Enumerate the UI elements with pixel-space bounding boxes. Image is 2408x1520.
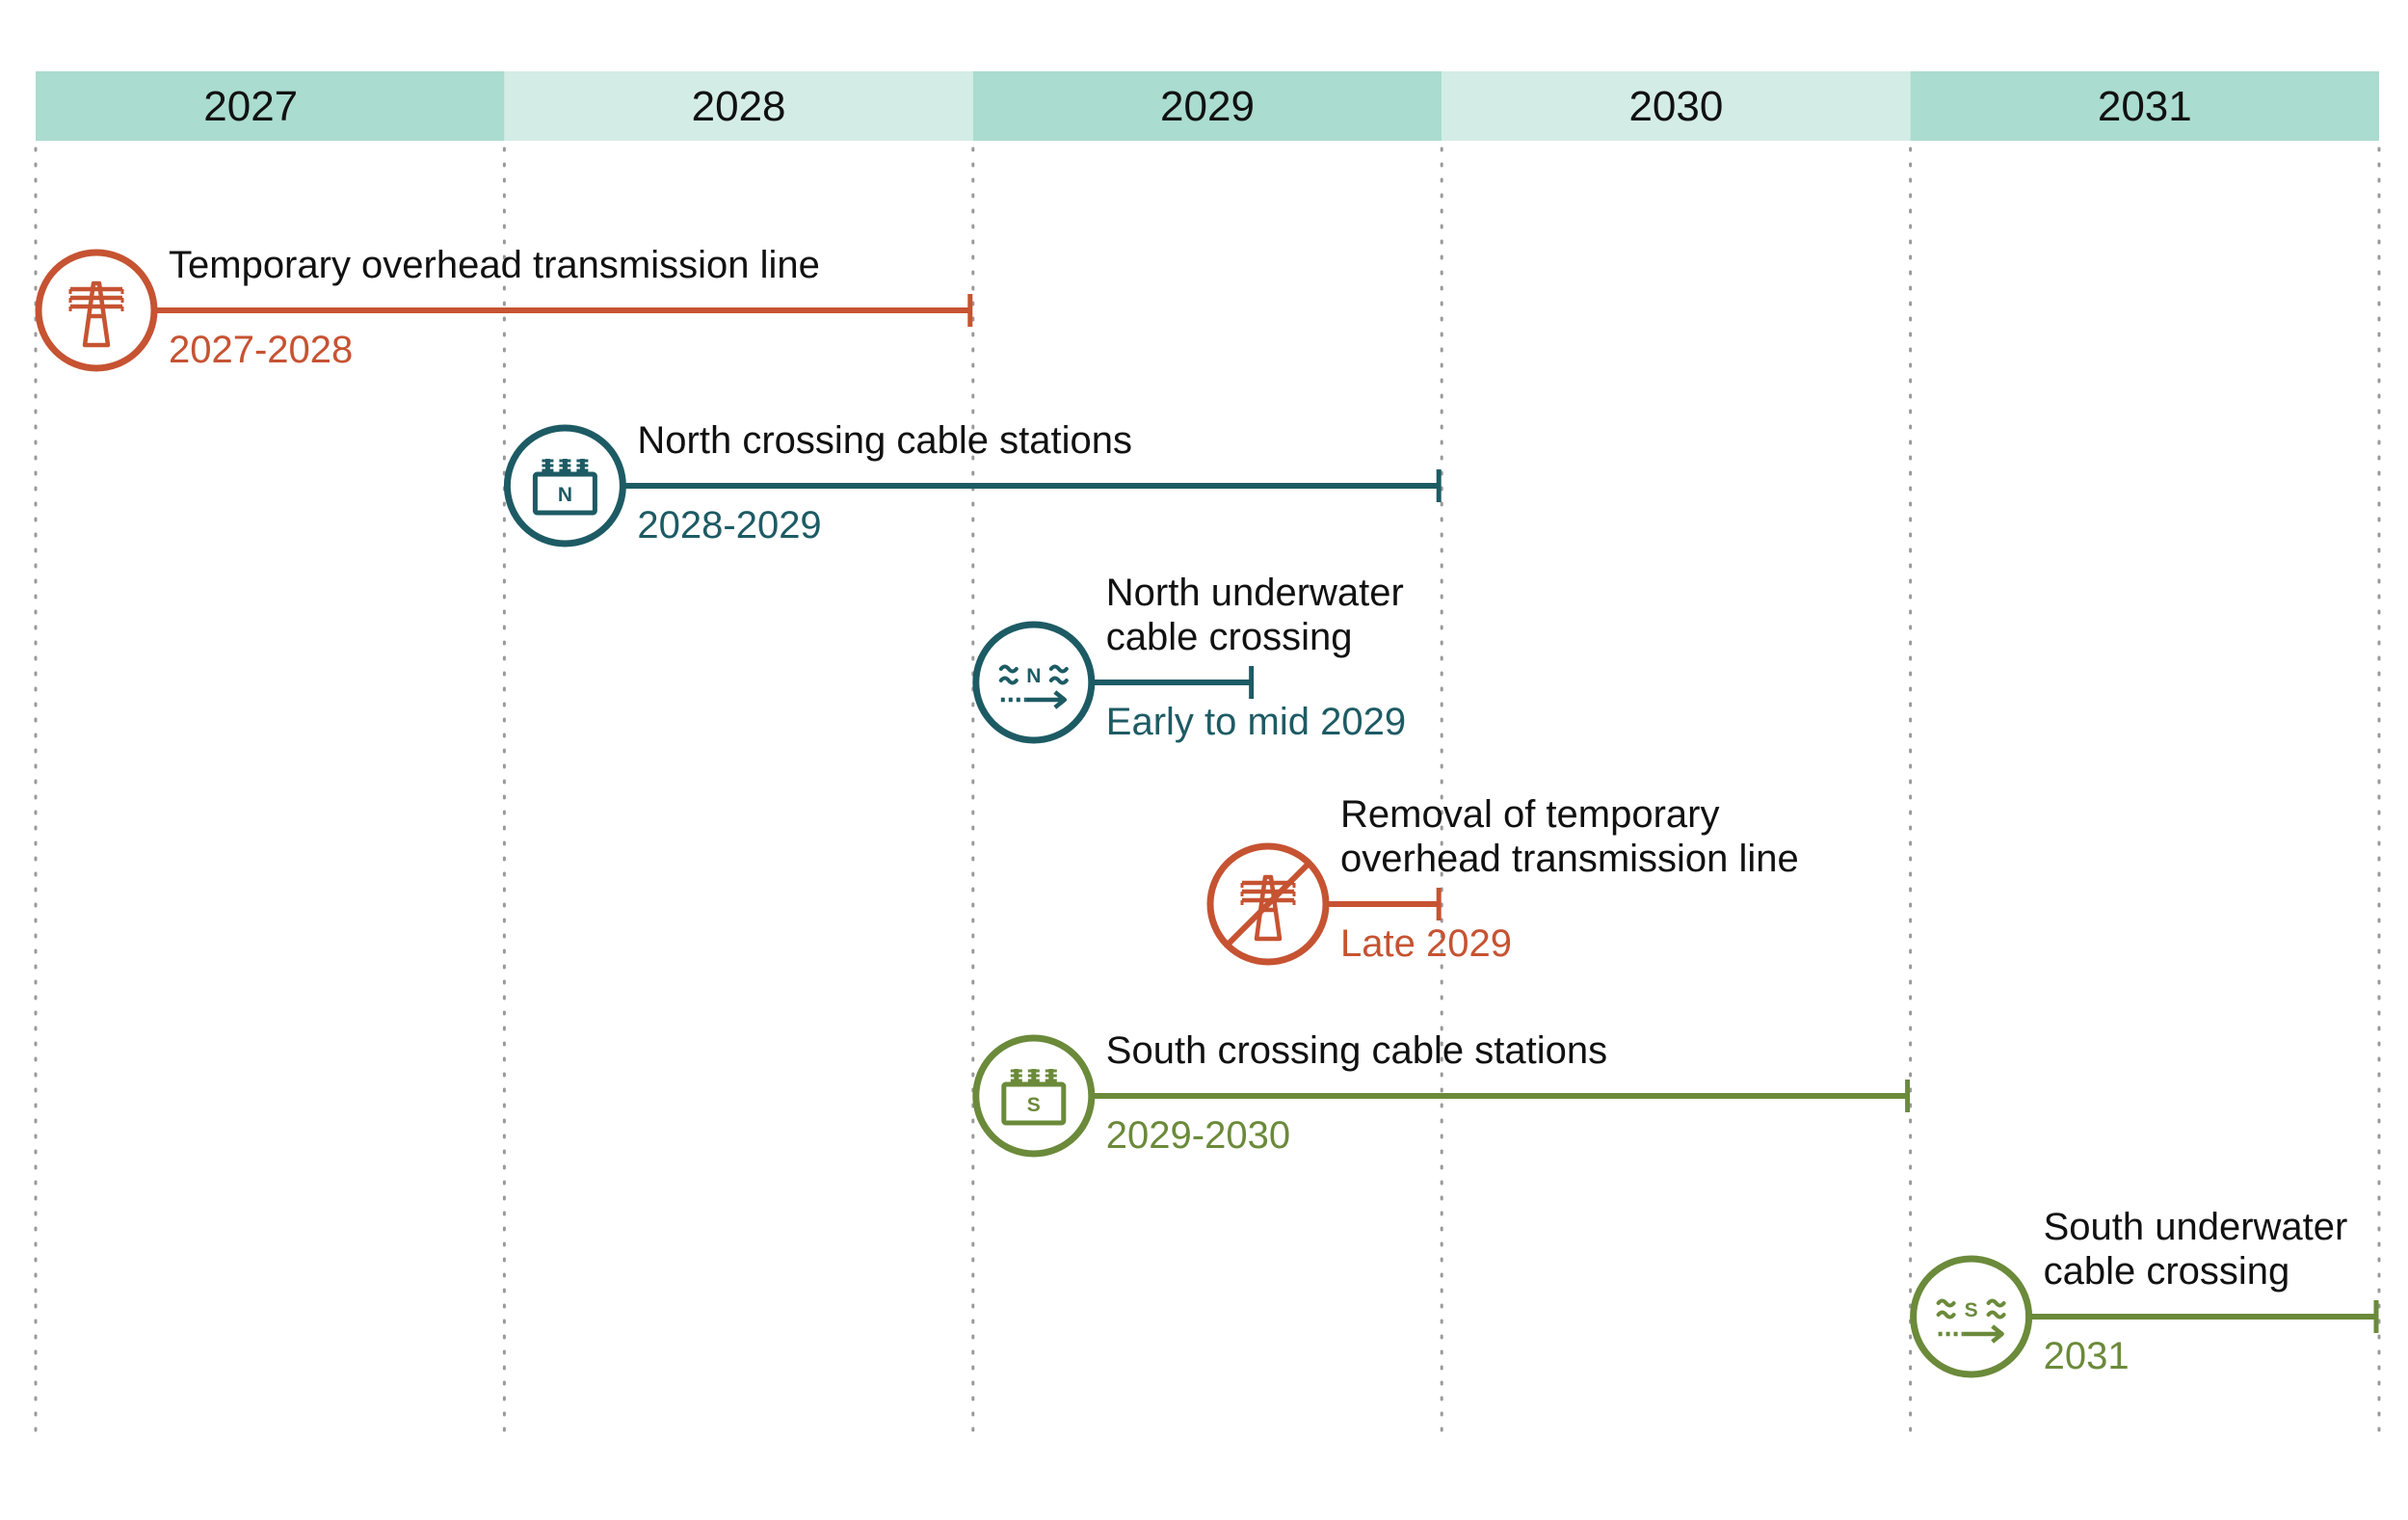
year-gridlines [34, 147, 2381, 1443]
task-title: cable crossing [2044, 1250, 2290, 1293]
svg-text:N: N [558, 484, 572, 506]
year-header-cell [504, 71, 973, 141]
year-header: 2027 2028 2029 2030 2031 [36, 71, 2379, 141]
task-date: 2029-2030 [1106, 1114, 1290, 1157]
underwater-cable-icon: S [1910, 1255, 2033, 1378]
task-title: North underwater [1106, 572, 1404, 614]
task-date: Late 2029 [1340, 922, 1512, 965]
underwater-cable-icon: N [972, 621, 1096, 744]
task-date: 2027-2028 [169, 329, 353, 371]
svg-text:N: N [1026, 665, 1041, 687]
task-date: 2031 [2044, 1335, 2130, 1377]
year-label: 2031 [2098, 83, 2192, 130]
task-overhead-line: Temporary overhead transmission line 2027… [35, 244, 973, 372]
task-title: Removal of temporary [1340, 793, 1719, 836]
cable-station-icon: N [503, 424, 626, 547]
cable-station-icon: S [972, 1034, 1096, 1158]
task-title: South crossing cable stations [1106, 1029, 1607, 1072]
year-label: 2027 [203, 83, 298, 130]
year-header-cell [1910, 71, 2379, 141]
task-date: 2028-2029 [637, 504, 821, 547]
task-date: Early to mid 2029 [1106, 701, 1406, 743]
year-header-cell [972, 71, 1442, 141]
task-north-stations: N North crossing cable stations 2028-2029 [503, 419, 1442, 547]
task-south-stations: S South crossing cable stations 2029-2030 [972, 1029, 1911, 1158]
year-label: 2030 [1628, 83, 1723, 130]
tower-removal-icon [1206, 842, 1330, 966]
task-title: overhead transmission line [1340, 838, 1799, 880]
year-label: 2029 [1160, 83, 1255, 130]
transmission-tower-icon [35, 249, 158, 372]
svg-text:S: S [1027, 1094, 1041, 1116]
task-title: Temporary overhead transmission line [169, 244, 820, 286]
task-title: cable crossing [1106, 616, 1353, 658]
svg-text:S: S [1965, 1299, 1978, 1321]
task-title: North crossing cable stations [637, 419, 1132, 462]
year-label: 2028 [692, 83, 786, 130]
year-header-cell [36, 71, 505, 141]
year-header-cell [1442, 71, 1911, 141]
task-title: South underwater [2044, 1206, 2348, 1248]
